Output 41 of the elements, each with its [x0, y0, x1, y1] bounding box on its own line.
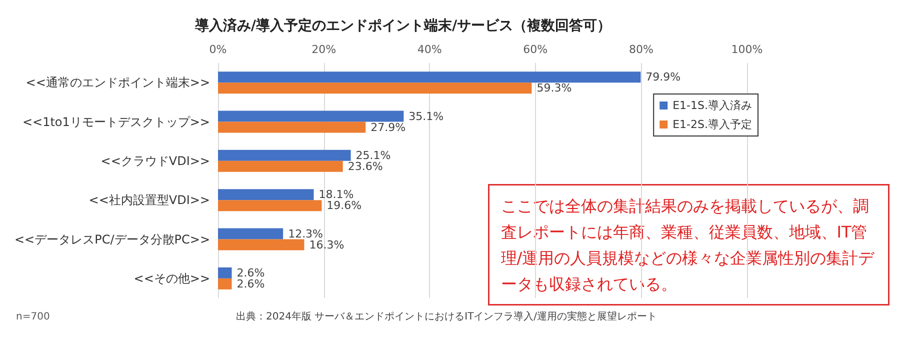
legend-label: E1-1S.導入済み: [672, 99, 752, 112]
y-tick-label: <<社内設置型VDI>>: [88, 193, 210, 208]
data-label: 79.9%: [646, 70, 681, 84]
data-label: 2.6%: [236, 277, 265, 290]
bar: [218, 200, 322, 212]
bar: [218, 72, 641, 83]
y-tick-label: <<通常のエンドポイント端末>>: [26, 76, 210, 90]
x-tick-label: 20%: [312, 43, 336, 56]
bar: [218, 82, 532, 94]
data-label: 35.1%: [408, 110, 444, 123]
legend-label: E1-2S.導入予定: [672, 118, 752, 131]
x-tick-label: 0%: [209, 43, 227, 56]
data-label: 2.6%: [236, 266, 265, 280]
y-tick-label: <<データレスPC/データ分散PC>>: [14, 232, 210, 246]
x-tick-label: 100%: [731, 43, 763, 56]
data-label: 59.3%: [536, 82, 572, 95]
data-label: 19.6%: [326, 199, 362, 212]
y-tick-label: <<クラウドVDI>>: [100, 154, 210, 168]
chart-title: 導入済み/導入予定のエンドポイント端末/サービス（複数回答可）: [194, 17, 612, 34]
text: n=700: [16, 312, 50, 322]
data-label: 27.9%: [370, 120, 406, 134]
data-label: 16.3%: [309, 238, 344, 252]
bar: [218, 150, 351, 161]
bar: [218, 122, 366, 133]
x-tick-label: 60%: [523, 43, 548, 56]
y-tick-label: <<1to1リモートデスクトップ>>: [22, 114, 210, 129]
data-label: 18.1%: [318, 188, 354, 202]
bar: [218, 160, 343, 172]
bar: [218, 189, 314, 200]
x-tick-label: 80%: [628, 43, 654, 56]
data-label: 25.1%: [356, 148, 391, 162]
source-note: 出典：2024年版 サーバ＆エンドポイントにおけるITインフラ導入/運用の実態と展望レポート: [236, 310, 658, 322]
bar: [218, 110, 404, 122]
data-label: 12.3%: [288, 227, 324, 240]
y-tick-label: <<その他>>: [134, 271, 210, 286]
bar: [218, 278, 232, 290]
bar: [218, 228, 284, 240]
x-tick-label: 40%: [417, 43, 442, 56]
bar: [218, 267, 232, 278]
data-label: 23.6%: [348, 160, 383, 173]
bar: [218, 239, 304, 250]
